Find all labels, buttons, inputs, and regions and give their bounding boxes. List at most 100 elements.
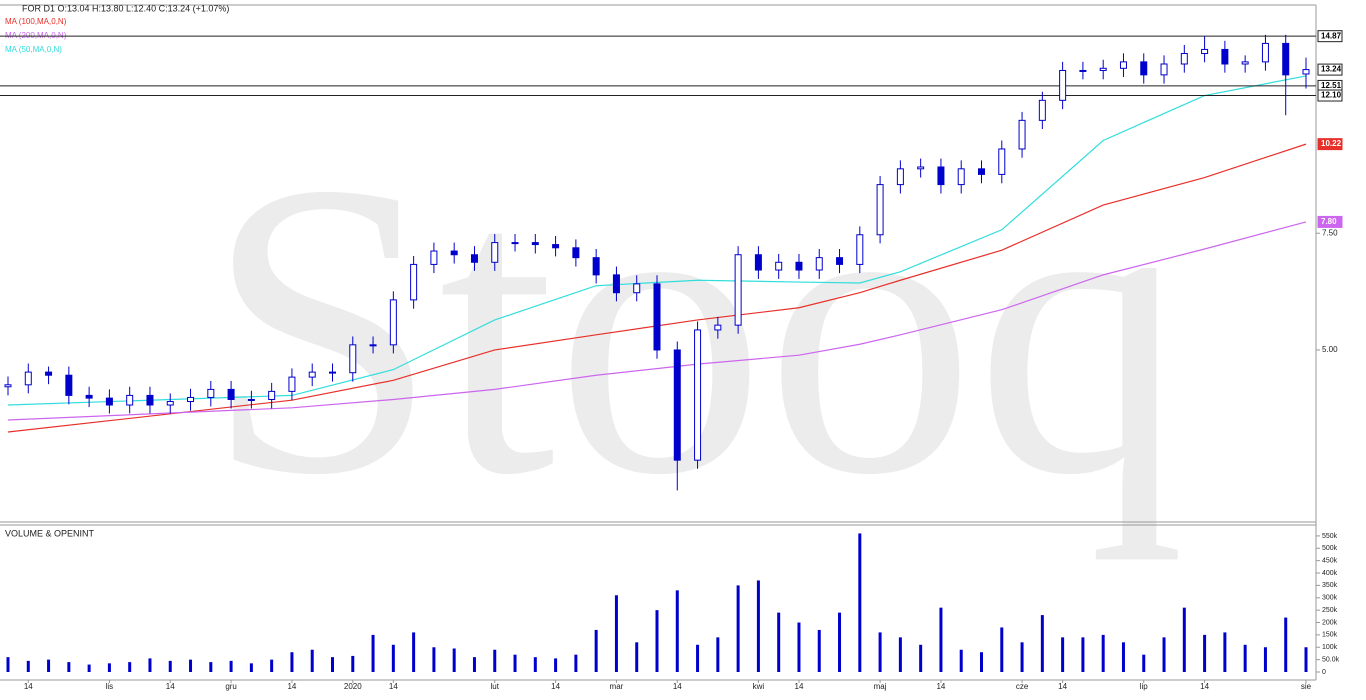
x-tick-label: cze — [1016, 682, 1029, 691]
volume-bar — [1101, 634, 1105, 672]
volume-bar — [1263, 647, 1267, 672]
volume-bar — [838, 612, 842, 672]
candle-body — [1241, 61, 1249, 65]
volume-bar — [1000, 627, 1004, 672]
candle-body — [450, 250, 458, 256]
y-tick-label: 550k — [1322, 533, 1338, 540]
candle-body — [734, 254, 742, 326]
volume-bar — [939, 607, 943, 672]
candle-body — [714, 324, 722, 331]
candle-body — [24, 371, 32, 386]
x-tick-label: lip — [1140, 682, 1149, 691]
candle-body — [592, 257, 600, 276]
watermark: Stooq — [205, 96, 1185, 562]
volume-title: VOLUME & OPENINT — [5, 528, 95, 538]
volume-bar — [980, 652, 983, 672]
x-tick-label: 14 — [1200, 682, 1209, 691]
candle-body — [653, 283, 661, 351]
candle-body — [754, 254, 762, 271]
y-tick-label: 500k — [1322, 545, 1338, 552]
candle-body — [166, 401, 174, 406]
x-tick-label: 14 — [287, 682, 296, 691]
y-tick-label: 50.0k — [1322, 656, 1340, 663]
volume-bar — [655, 610, 659, 672]
volume-bar — [351, 655, 355, 672]
volume-bar — [371, 634, 375, 672]
candle-body — [105, 397, 113, 406]
candle-body — [1119, 61, 1127, 69]
volume-bar — [756, 580, 760, 672]
volume-bar — [1304, 647, 1308, 672]
x-tick-label: 14 — [551, 682, 560, 691]
candle-body — [978, 168, 985, 175]
candle-body — [1059, 69, 1067, 101]
level-label: 13.24 — [1321, 65, 1342, 74]
volume-bar — [209, 662, 213, 672]
volume-bar — [513, 654, 517, 672]
candle-body — [998, 148, 1006, 175]
level-badge — [1317, 215, 1343, 228]
candle-body — [4, 384, 12, 388]
volume-bar — [168, 660, 172, 672]
candle-body — [227, 388, 235, 400]
candle-body — [1099, 67, 1107, 71]
volume-bar — [858, 533, 862, 672]
volume-bar — [1203, 634, 1207, 672]
legend-entry: MA (50,MA,0,N) — [5, 45, 62, 54]
y-tick-label: 300k — [1322, 595, 1338, 602]
volume-bar — [6, 657, 10, 672]
candle-body — [1282, 42, 1290, 76]
candle-body — [207, 388, 215, 398]
candle-body — [511, 242, 519, 245]
y-tick-label: 5.00 — [1322, 345, 1338, 354]
candle-body — [1261, 42, 1269, 63]
volume-bar — [107, 663, 111, 672]
candle-body — [1160, 63, 1168, 76]
volume-bar — [1284, 617, 1288, 672]
candle-body — [308, 371, 316, 378]
candle-body — [1079, 69, 1087, 72]
volume-bar — [189, 659, 193, 672]
volume-bar — [1162, 637, 1166, 672]
y-tick-label: 350k — [1322, 582, 1338, 589]
volume-bar — [67, 662, 71, 672]
x-tick-label: lut — [491, 682, 500, 691]
level-label: 7.80 — [1321, 217, 1337, 226]
candle-body — [612, 274, 620, 294]
level-badge — [1317, 138, 1343, 151]
y-tick-label: 250k — [1322, 607, 1338, 614]
volume-bar — [493, 649, 497, 672]
candle-body — [369, 344, 377, 347]
volume-bar — [310, 649, 314, 672]
volume-bar — [675, 590, 679, 672]
volume-bar — [1040, 615, 1044, 672]
ma-line — [7, 221, 1307, 421]
candle-body — [856, 234, 864, 265]
volume-bar — [452, 648, 456, 672]
candle-body — [329, 371, 336, 374]
volume-bar — [777, 612, 781, 672]
x-tick-label: maj — [874, 682, 887, 691]
candle-body — [126, 394, 134, 406]
y-tick-label: 450k — [1322, 557, 1338, 564]
volume-bar — [1142, 654, 1146, 672]
level-label: 12.10 — [1321, 91, 1342, 100]
candle-body — [795, 261, 803, 271]
x-tick-label: gru — [225, 682, 237, 691]
candle-body — [470, 254, 478, 263]
volume-bar — [736, 585, 740, 672]
candle-body — [45, 371, 53, 376]
candle-body — [1201, 48, 1209, 55]
volume-bar — [331, 657, 334, 672]
level-badge — [1317, 63, 1343, 76]
volume-bar — [878, 632, 882, 672]
candle-body — [1038, 99, 1046, 121]
volume-bar — [1223, 632, 1227, 672]
candle-body — [349, 344, 357, 374]
candle-body — [876, 184, 884, 236]
ma-line — [7, 143, 1307, 433]
volume-bar — [290, 652, 294, 672]
volume-bar — [391, 644, 395, 672]
y-tick-label: 0 — [1322, 669, 1326, 676]
